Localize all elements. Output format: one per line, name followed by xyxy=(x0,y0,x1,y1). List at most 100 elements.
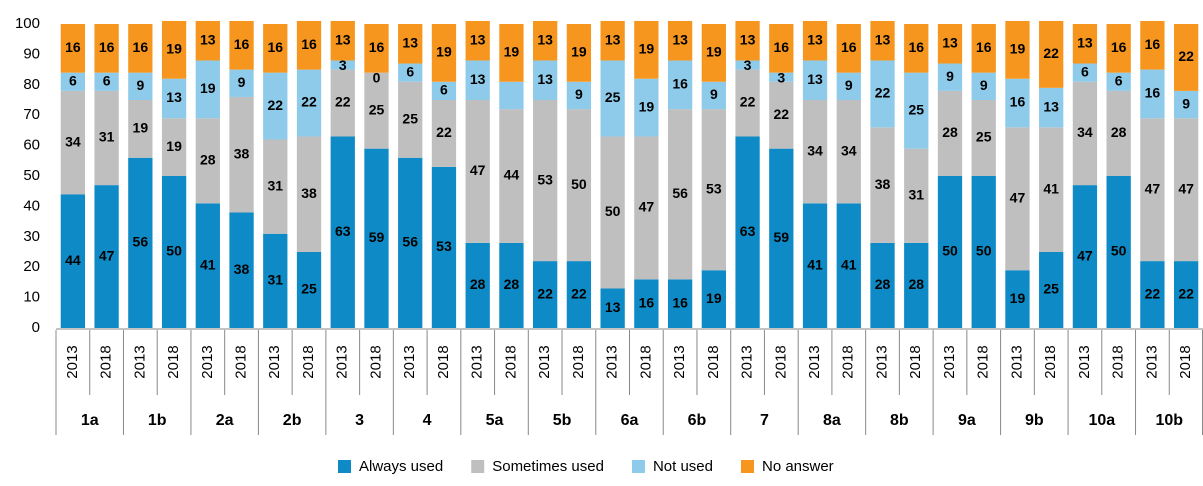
value-label: 28 xyxy=(504,276,520,292)
value-label: 22 xyxy=(740,94,756,110)
bar-segment xyxy=(1140,20,1165,70)
value-label: 38 xyxy=(234,145,250,161)
bar-segment xyxy=(1072,81,1098,186)
value-label: 31 xyxy=(99,129,115,145)
value-label: 47 xyxy=(1178,180,1194,196)
value-label: 28 xyxy=(908,276,924,292)
bar-segment xyxy=(1039,127,1064,252)
x-tick-label: 2018 xyxy=(1042,345,1059,378)
bar-segment xyxy=(937,63,963,91)
legend-label: No answer xyxy=(762,458,834,475)
bar-segment xyxy=(1039,20,1064,88)
value-label: 41 xyxy=(807,256,823,272)
x-tick-label: 2013 xyxy=(536,345,553,378)
value-label: 28 xyxy=(1111,124,1127,140)
value-label: 16 xyxy=(672,294,688,310)
value-label: 22 xyxy=(571,285,587,301)
value-label: 34 xyxy=(841,142,857,158)
y-tick-label: 100 xyxy=(15,15,40,32)
bar-segment xyxy=(94,72,119,91)
y-tick-label: 10 xyxy=(23,289,40,306)
x-tick-label: 2013 xyxy=(941,345,958,378)
x-tick-label: 2013 xyxy=(131,345,148,378)
value-label: 25 xyxy=(369,101,385,117)
value-label: 16 xyxy=(1010,94,1026,110)
value-label: 22 xyxy=(1178,48,1194,64)
bar-segment xyxy=(735,69,760,137)
value-label: 59 xyxy=(774,229,790,245)
x-tick-label: 2018 xyxy=(907,345,924,378)
bar-segment xyxy=(600,60,625,137)
value-label: 16 xyxy=(65,39,81,55)
y-tick-label: 20 xyxy=(23,258,40,275)
group-label: 10b xyxy=(1155,412,1183,429)
bar-segment xyxy=(398,157,423,328)
value-label: 16 xyxy=(841,39,857,55)
value-label: 22 xyxy=(537,285,553,301)
value-label: 19 xyxy=(639,98,655,114)
bar-segment xyxy=(1072,185,1098,328)
value-label: 25 xyxy=(402,110,418,126)
bar-segment xyxy=(60,72,86,91)
bar-segment xyxy=(1140,118,1165,262)
value-label: 41 xyxy=(841,256,857,272)
bar-segment xyxy=(836,24,861,73)
bar-segment xyxy=(330,20,355,61)
bar-segment xyxy=(769,148,794,328)
value-label: 19 xyxy=(166,138,182,154)
bar-segment xyxy=(229,96,254,213)
bar-segment xyxy=(971,176,996,328)
bar-segment xyxy=(769,24,794,73)
bar-segment xyxy=(364,24,389,73)
bar-segment xyxy=(195,203,220,328)
value-label: 9 xyxy=(1182,95,1190,111)
value-label: 19 xyxy=(436,44,452,60)
value-label: 3 xyxy=(339,57,347,73)
value-label: 16 xyxy=(1145,85,1161,101)
value-label: 28 xyxy=(942,124,958,140)
bar-segment xyxy=(330,60,355,70)
y-tick-label: 0 xyxy=(32,319,40,336)
bar-segment xyxy=(533,20,558,61)
bar-segment xyxy=(600,20,625,61)
bar-segment xyxy=(533,60,558,100)
x-tick-label: 2018 xyxy=(772,345,789,378)
value-label: 41 xyxy=(1043,180,1059,196)
value-label: 47 xyxy=(1077,247,1093,263)
bar-segment xyxy=(296,69,322,137)
bar-segment xyxy=(499,242,524,328)
value-label: 31 xyxy=(267,177,283,193)
x-tick-label: 2013 xyxy=(1076,345,1093,378)
bar-segment xyxy=(330,136,355,328)
legend-swatch xyxy=(631,460,645,473)
bar-segment xyxy=(1039,87,1064,128)
value-label: 16 xyxy=(1145,36,1161,52)
x-tick-label: 2018 xyxy=(300,345,317,378)
bar-segment xyxy=(296,136,322,252)
bar-segment xyxy=(1106,176,1131,328)
value-label: 16 xyxy=(267,39,283,55)
bar-segment xyxy=(937,176,963,328)
value-label: 19 xyxy=(571,44,587,60)
bar-segment xyxy=(431,81,457,100)
bar-segment xyxy=(735,60,760,70)
value-label: 41 xyxy=(200,256,216,272)
bar-segment xyxy=(701,270,726,328)
value-label: 9 xyxy=(238,74,246,90)
group-label: 9b xyxy=(1025,412,1044,429)
legend-label: Always used xyxy=(359,458,443,475)
legend-swatch xyxy=(471,460,485,473)
legend-label: Not used xyxy=(653,458,713,475)
y-tick-label: 60 xyxy=(23,137,40,154)
value-label: 13 xyxy=(1077,34,1093,50)
bar-segment xyxy=(465,100,490,243)
value-label: 22 xyxy=(1043,45,1059,61)
bar-segment xyxy=(1005,78,1030,128)
bar-segment xyxy=(836,72,861,100)
bar-segment xyxy=(971,100,996,176)
x-tick-label: 2018 xyxy=(1110,345,1127,378)
bar-segment xyxy=(94,24,119,73)
legend-label: Sometimes used xyxy=(492,458,604,475)
x-tick-label: 2013 xyxy=(739,345,756,378)
value-label: 13 xyxy=(470,31,486,47)
